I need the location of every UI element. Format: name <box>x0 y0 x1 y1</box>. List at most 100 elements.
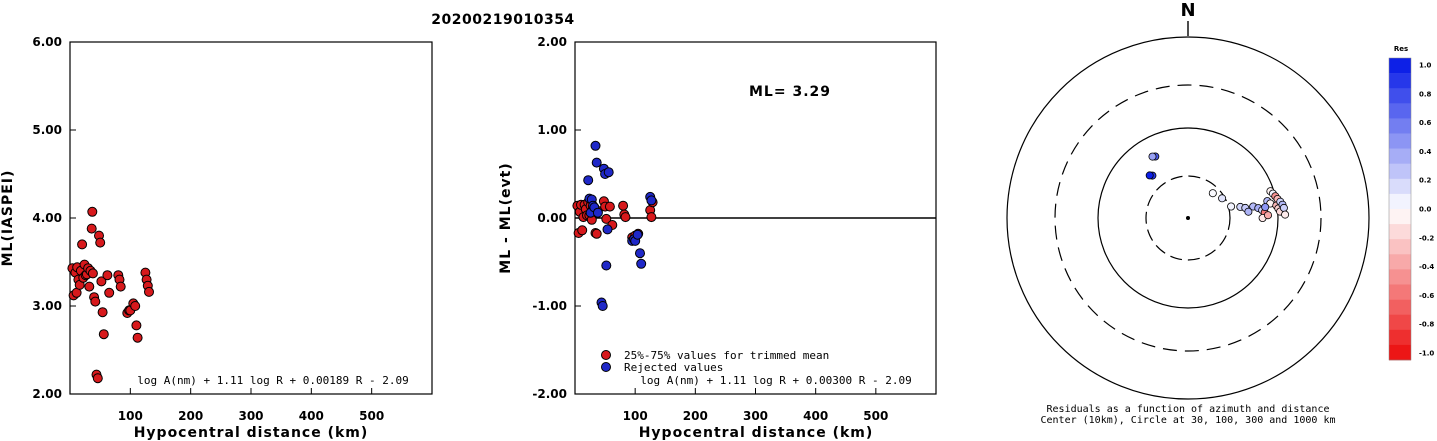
ml-point-s0 <box>104 287 115 298</box>
colorbar-tick-label: -0.6 <box>1419 292 1434 300</box>
legend: 25%-75% values for trimmed mean Rejected… <box>601 349 829 374</box>
residual-y-tick-label: -1.00 <box>532 299 567 313</box>
residual-x-tick-label: 300 <box>743 409 768 423</box>
residual-point-s0 <box>604 201 615 212</box>
circle-100km <box>1097 127 1279 309</box>
residual-x-tick-label: 500 <box>863 409 888 423</box>
ml-point-s0 <box>84 281 95 292</box>
ml-points <box>67 206 154 384</box>
figure-title: 20200219010354 <box>431 12 574 28</box>
ml-y-tick-label: 2.00 <box>32 387 62 401</box>
station-point <box>1145 171 1154 180</box>
north-label: N <box>1180 0 1195 21</box>
colorbar-cell <box>1389 209 1411 225</box>
ml-point-s0 <box>95 237 106 248</box>
ml-y-tick-label: 4.00 <box>32 211 62 225</box>
station-point <box>1279 203 1288 212</box>
colorbar-cells <box>1388 57 1412 361</box>
ml-x-tick-label: 400 <box>299 409 324 423</box>
residual-point-s0 <box>646 212 657 223</box>
residual-point-s0 <box>577 225 588 236</box>
residual-point-s1 <box>636 258 647 269</box>
station-point <box>1218 194 1227 203</box>
colorbar-tick-labels: 1.0 0.8 0.6 0.4 0.2 0.0 -0.2 -0.4 -0.6 -0.8 -1.0 <box>1419 62 1434 358</box>
residual-point-s1 <box>591 157 602 168</box>
azimuth-caption-line1: Residuals as a function of azimuth and d… <box>1047 404 1330 415</box>
azimuth-panel: N Residuals as a function of azimuth and… <box>1006 0 1370 426</box>
ml-y-tick-label: 3.00 <box>32 299 62 313</box>
ml-point-s0 <box>77 239 88 250</box>
ml-point-s0 <box>132 332 143 343</box>
residual-y-tick-label: 1.00 <box>537 123 567 137</box>
ml-value: ML= 3.29 <box>749 84 831 100</box>
colorbar-cell <box>1389 239 1411 255</box>
station-point <box>1244 207 1253 216</box>
ml-point-s0 <box>131 320 142 331</box>
legend-marker-rejected <box>601 362 611 372</box>
colorbar-cell <box>1389 269 1411 285</box>
residual-formula: log A(nm) + 1.11 log R + 0.00300 R - 2.0… <box>640 374 912 387</box>
residual-y-tick-label: 0.00 <box>537 211 567 225</box>
colorbar-cell <box>1389 193 1411 210</box>
residual-x-tick-label: 100 <box>623 409 648 423</box>
ml-point-s0 <box>87 268 98 279</box>
residual-point-s1 <box>646 195 657 206</box>
ml-x-tick-label: 100 <box>118 409 143 423</box>
ml-x-tick-label: 200 <box>178 409 203 423</box>
residual-point-s1 <box>603 167 614 178</box>
colorbar-cell <box>1389 329 1411 346</box>
ml-x-tick-label: 500 <box>359 409 384 423</box>
colorbar-tick-label: -0.2 <box>1419 234 1434 242</box>
colorbar-tick-label: 0.0 <box>1419 206 1432 214</box>
colorbar-cell <box>1389 163 1411 180</box>
residual-point-s1 <box>601 260 612 271</box>
ml-y-axis-label: ML(IASPEI) <box>0 170 16 267</box>
colorbar-cell <box>1389 344 1411 361</box>
legend-marker-trimmed <box>601 350 611 360</box>
circle-1000km <box>1006 36 1370 400</box>
residual-x-axis-label: Hypocentral distance (km) <box>639 425 874 441</box>
colorbar-tick-label: -0.8 <box>1419 321 1434 329</box>
residual-point-s1 <box>635 248 645 259</box>
legend-label-trimmed: 25%-75% values for trimmed mean <box>624 349 829 362</box>
ml-plot-frame <box>69 41 433 395</box>
colorbar-cell <box>1389 254 1411 270</box>
colorbar-tick-label: 0.2 <box>1419 177 1432 185</box>
ml-y-tick-label: 6.00 <box>32 35 62 49</box>
epicenter-marker <box>1186 216 1190 220</box>
ml-point-s0 <box>130 301 141 311</box>
colorbar-cell <box>1389 284 1411 300</box>
colorbar-tick-label: -1.0 <box>1419 350 1434 358</box>
residual-point-s1 <box>632 229 643 240</box>
ml-y-tick-label: 5.00 <box>32 123 62 137</box>
colorbar-tick-label: 1.0 <box>1419 62 1432 70</box>
residual-point-s1 <box>597 301 608 311</box>
station-point <box>1227 202 1236 211</box>
ml-point-s0 <box>115 281 126 292</box>
ml-point-s0 <box>86 223 97 234</box>
ml-point-s0 <box>87 206 98 217</box>
ml-axis-ticks: 100 200 300 400 500 2.00 3.00 4.00 5.00 6.00 <box>32 35 384 423</box>
colorbar-tick-label: -0.4 <box>1419 263 1434 271</box>
residual-axis-ticks: 100 200 300 400 500 -2.00 -1.00 0.00 1.00 2.00 <box>532 35 888 423</box>
colorbar-cell <box>1389 299 1411 315</box>
residual-panel: 100 200 300 400 500 -2.00 -1.00 0.00 1.00 2.00 ML… <box>498 35 937 441</box>
station-residual-points <box>1145 152 1290 222</box>
residual-point-s0 <box>591 228 602 239</box>
residual-point-s0 <box>620 212 631 223</box>
residual-colorbar: Res 1.0 0.8 0.6 0.4 0.2 0.0 -0.2 -0.4 -0.6 -0.8 -1… <box>1388 45 1434 361</box>
colorbar-title: Res <box>1394 45 1408 53</box>
residual-point-s1 <box>590 140 601 151</box>
colorbar-cell <box>1389 73 1411 89</box>
colorbar-cell <box>1389 118 1411 134</box>
station-point <box>1264 211 1273 220</box>
residual-point-s0 <box>618 200 629 211</box>
colorbar-tick-label: 0.4 <box>1419 148 1432 156</box>
colorbar-cell <box>1389 58 1411 74</box>
ml-x-axis-label: Hypocentral distance (km) <box>134 425 369 441</box>
residual-point-s1 <box>583 175 594 186</box>
station-point <box>1261 203 1270 212</box>
colorbar-cell <box>1389 103 1411 119</box>
ml-point-s0 <box>102 270 113 281</box>
ml-point-s0 <box>90 296 101 307</box>
